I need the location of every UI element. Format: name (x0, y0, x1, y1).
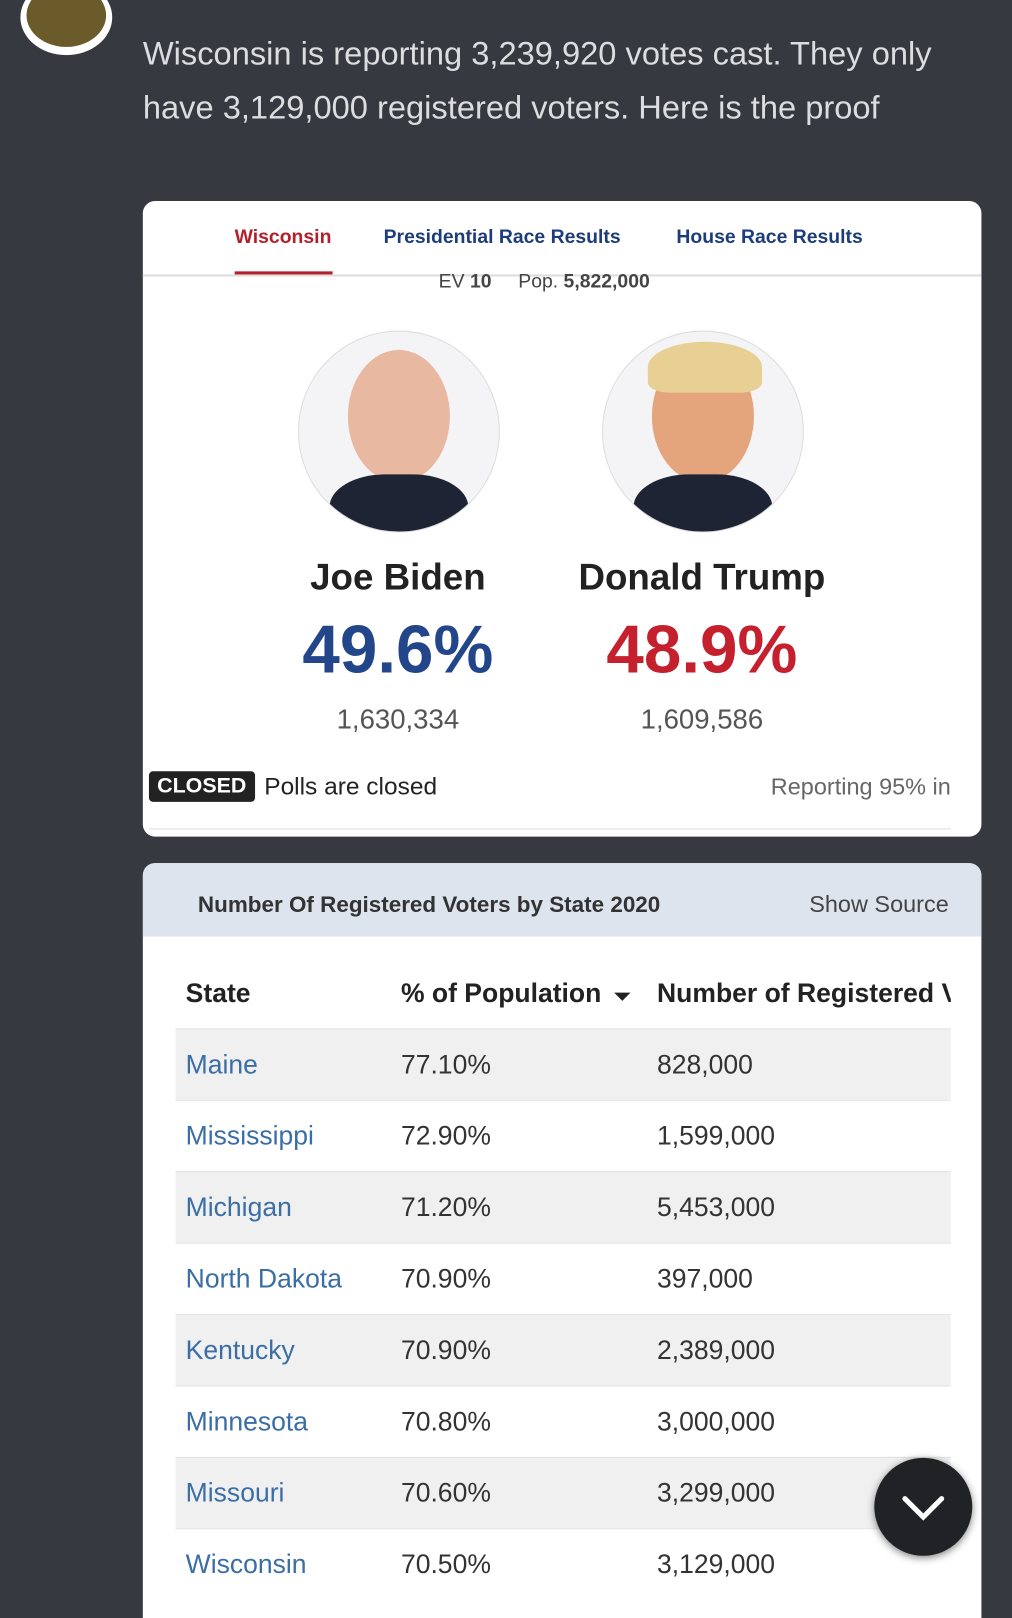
results-card (142, 200, 982, 837)
candidate-photo (601, 330, 804, 533)
pop-info: Pop. 5,822,000 (518, 271, 650, 293)
reporting: Reporting 95% in (770, 773, 951, 800)
post-text: Wisconsin is reporting 3,239,920 votes c… (142, 34, 932, 126)
table-cell: 3,299,000 (657, 1477, 776, 1508)
table-cell: 70.90% (400, 1263, 491, 1294)
table-row (175, 1028, 951, 1101)
status-text: Polls are closed (264, 773, 438, 801)
avatar[interactable] (20, 0, 113, 56)
divider (148, 828, 951, 830)
status-badge: CLOSED (148, 771, 255, 802)
table-cell: 70.90% (400, 1334, 491, 1366)
table: State % of Population Number of Registered… (175, 957, 951, 1610)
state-link: Missouri (185, 1477, 285, 1508)
table-row (175, 1385, 951, 1458)
column-header: % of Population (400, 977, 602, 1008)
table-title: Number Of Registered Voters by State 202… (197, 891, 661, 918)
ev-label: EV (438, 271, 465, 293)
table-cell: 77.10% (400, 1048, 491, 1080)
table-cell: 1,599,000 (657, 1120, 776, 1151)
show-source[interactable]: Show Source (809, 890, 949, 918)
table-cell: 71.20% (400, 1191, 491, 1223)
candidate-votes: 1,609,586 (640, 703, 764, 735)
ev-value: 10 (469, 271, 492, 293)
scroll-down-button[interactable] (874, 1457, 973, 1556)
table-row (175, 1314, 951, 1387)
table-cell: 397,000 (657, 1263, 753, 1294)
sort-arrow[interactable] (612, 991, 632, 1003)
pop-label: Pop. (518, 271, 559, 293)
tab[interactable]: House Race Results (676, 226, 863, 248)
table-cell: 2,389,000 (657, 1334, 776, 1366)
tab-divider (142, 274, 982, 277)
table-row (175, 1099, 951, 1173)
table-header-bar (142, 863, 982, 937)
tab[interactable]: Presidential Race Results (383, 226, 621, 248)
table-cell: 3,129,000 (657, 1548, 776, 1580)
chevron-icon (902, 1496, 945, 1521)
state-link: Kentucky (185, 1334, 295, 1366)
candidate-percent: 48.9% (606, 611, 798, 687)
table-cell: 828,000 (657, 1048, 753, 1080)
table-cell: 70.50% (400, 1548, 491, 1580)
table-row (175, 1242, 951, 1316)
state-link: North Dakota (185, 1263, 342, 1294)
pop-value: 5,822,000 (563, 271, 650, 293)
tab[interactable]: Wisconsin (234, 226, 332, 248)
column-header: Number of Registered V (657, 977, 951, 1008)
table-cell: 70.60% (400, 1477, 491, 1508)
state-link: Maine (185, 1048, 258, 1080)
tab-underline (234, 271, 333, 275)
column-header: State (185, 977, 251, 1008)
table-row (175, 1171, 951, 1244)
ev-info: EV 10 (439, 271, 492, 293)
table-cell: 72.90% (400, 1120, 491, 1151)
candidate-name: Donald Trump (578, 556, 826, 598)
state-link: Minnesota (185, 1405, 309, 1437)
table-row (175, 1528, 951, 1601)
candidate-name: Joe Biden (310, 556, 486, 598)
candidate-votes: 1,630,334 (336, 703, 460, 735)
state-link: Mississippi (185, 1120, 314, 1151)
table-row (175, 1456, 951, 1530)
state-link: Michigan (185, 1191, 292, 1223)
candidate-percent: 49.6% (302, 611, 494, 687)
candidate-photo (297, 330, 500, 533)
state-link: Wisconsin (185, 1548, 307, 1580)
table-cell: 3,000,000 (657, 1405, 776, 1437)
table-cell: 70.80% (400, 1405, 491, 1437)
table-cell: 5,453,000 (657, 1191, 776, 1223)
